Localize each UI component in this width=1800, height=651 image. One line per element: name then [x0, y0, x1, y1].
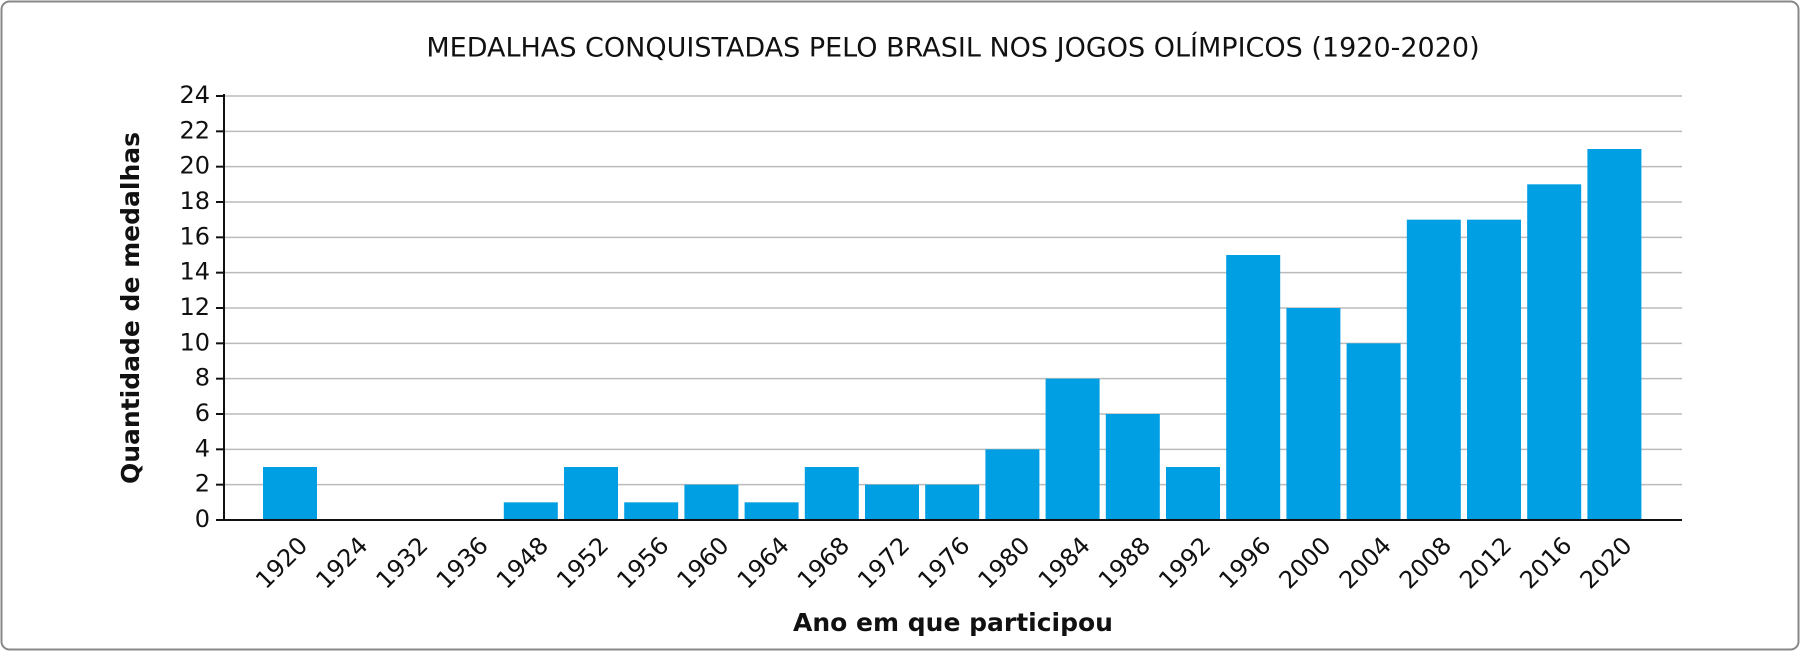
- bar: [1105, 414, 1160, 520]
- bar: [985, 449, 1040, 520]
- y-tick-label: 6: [195, 399, 210, 427]
- x-tick-label: 2004: [1334, 531, 1397, 594]
- y-tick-label: 2: [195, 470, 210, 498]
- bar: [1166, 467, 1220, 520]
- x-tick-label: 1924: [310, 531, 373, 594]
- x-tick-label: 1952: [551, 531, 614, 594]
- y-tick-label: 14: [179, 258, 210, 286]
- bar: [1286, 308, 1341, 520]
- bar: [925, 484, 980, 520]
- y-tick-label: 20: [179, 152, 210, 180]
- bar: [1527, 184, 1582, 521]
- x-tick-label: 1936: [431, 531, 494, 594]
- x-tick-label: 1972: [852, 531, 915, 594]
- bar: [564, 467, 618, 520]
- y-axis-label: Quantidade de medalhas: [116, 132, 145, 484]
- x-tick-label: 1984: [1033, 531, 1096, 594]
- y-tick-label: 0: [195, 505, 210, 533]
- bar: [1406, 219, 1461, 520]
- x-axis-label: Ano em que participou: [793, 608, 1113, 637]
- y-tick-label: 4: [195, 434, 210, 462]
- x-tick-label: 2008: [1394, 531, 1457, 594]
- x-tick-label: 1976: [912, 531, 975, 594]
- bar: [1346, 343, 1401, 520]
- x-tick-label: 1968: [792, 531, 855, 594]
- y-tick-label: 18: [179, 187, 210, 215]
- bar: [865, 484, 919, 520]
- bar: [1467, 219, 1521, 520]
- bar: [503, 502, 558, 520]
- x-tick-label: 1948: [491, 531, 554, 594]
- x-tick-label: 1960: [672, 531, 735, 594]
- bar: [1587, 149, 1642, 520]
- x-tick-label: 1992: [1153, 531, 1216, 594]
- x-tick-label: 1964: [732, 531, 795, 594]
- x-tick-label: 1956: [611, 531, 674, 594]
- bar: [624, 502, 679, 520]
- x-tick-label: 2020: [1575, 531, 1638, 594]
- y-tick-label: 10: [179, 328, 210, 356]
- y-tick-label: 16: [179, 222, 210, 250]
- x-tick-label: 2000: [1274, 531, 1337, 594]
- x-tick-label: 1932: [371, 531, 434, 594]
- y-tick-label: 24: [179, 81, 210, 109]
- y-tick-label: 8: [195, 364, 210, 392]
- chart-title: MEDALHAS CONQUISTADAS PELO BRASIL NOS JO…: [426, 32, 1479, 64]
- y-tick-label: 22: [179, 116, 210, 144]
- bar: [804, 467, 859, 520]
- y-tick-label: 12: [179, 293, 210, 321]
- bar: [684, 484, 739, 520]
- x-tick-label: 2012: [1454, 531, 1517, 594]
- bar: [744, 502, 799, 520]
- x-tick-label: 1988: [1093, 531, 1156, 594]
- bar: [263, 467, 317, 520]
- x-tick-label: 1920: [250, 531, 313, 594]
- x-tick-label: 1996: [1213, 531, 1276, 594]
- x-tick-label: 1980: [973, 531, 1036, 594]
- bar: [1226, 255, 1281, 520]
- x-tick-label: 2016: [1514, 531, 1577, 594]
- bar: [1045, 378, 1100, 520]
